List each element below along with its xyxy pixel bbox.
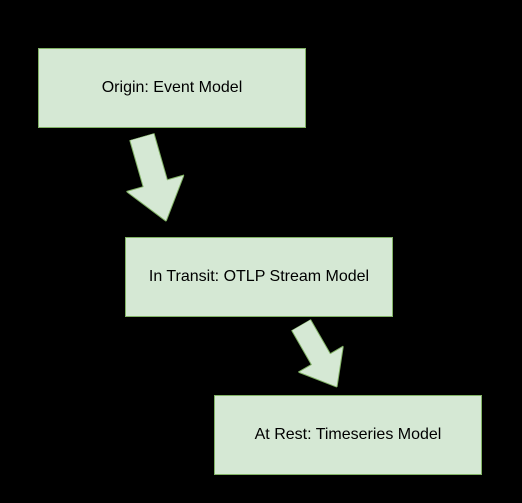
flow-node-rest: At Rest: Timeseries Model: [214, 395, 482, 475]
flow-arrow-icon: [278, 312, 359, 400]
flow-node-origin: Origin: Event Model: [38, 48, 306, 128]
flow-node-label: Origin: Event Model: [102, 79, 243, 97]
flow-node-transit: In Transit: OTLP Stream Model: [125, 237, 393, 317]
flow-node-label: At Rest: Timeseries Model: [255, 426, 442, 444]
flow-node-label: In Transit: OTLP Stream Model: [149, 268, 369, 286]
flow-arrow-icon: [113, 128, 195, 229]
